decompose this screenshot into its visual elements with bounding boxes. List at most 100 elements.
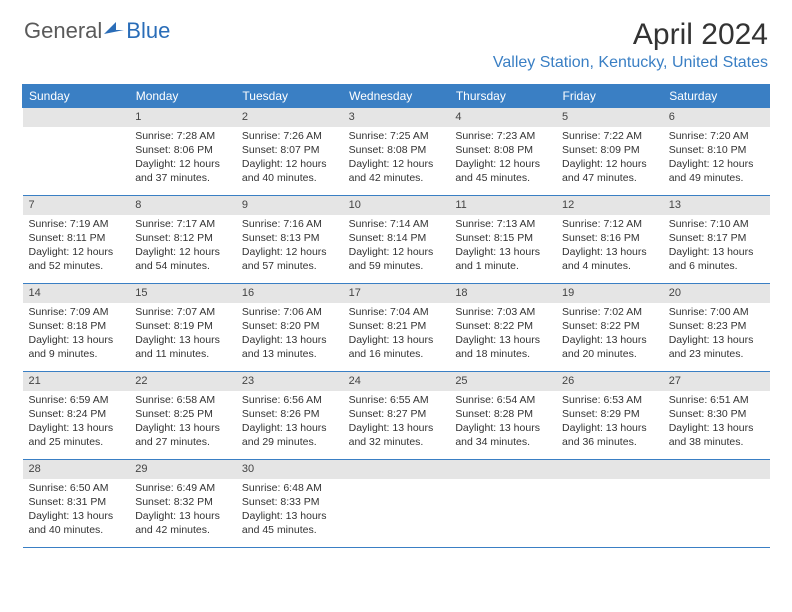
day-number: 27 [663,372,770,391]
sunset-text: Sunset: 8:12 PM [135,231,230,245]
calendar-cell: 16Sunrise: 7:06 AMSunset: 8:20 PMDayligh… [236,284,343,372]
sunset-text: Sunset: 8:25 PM [135,407,230,421]
day-number: 12 [556,196,663,215]
sunrise-text: Sunrise: 6:48 AM [242,481,337,495]
cell-body: Sunrise: 7:28 AMSunset: 8:06 PMDaylight:… [129,127,236,190]
sunrise-text: Sunrise: 6:55 AM [349,393,444,407]
sunrise-text: Sunrise: 7:16 AM [242,217,337,231]
day-number: 16 [236,284,343,303]
sunrise-text: Sunrise: 6:53 AM [562,393,657,407]
sunrise-text: Sunrise: 7:03 AM [455,305,550,319]
sunrise-text: Sunrise: 7:10 AM [669,217,764,231]
calendar-cell: 14Sunrise: 7:09 AMSunset: 8:18 PMDayligh… [23,284,130,372]
calendar-cell: 11Sunrise: 7:13 AMSunset: 8:15 PMDayligh… [449,196,556,284]
sunrise-text: Sunrise: 7:23 AM [455,129,550,143]
sunrise-text: Sunrise: 7:19 AM [29,217,124,231]
calendar-cell: 22Sunrise: 6:58 AMSunset: 8:25 PMDayligh… [129,372,236,460]
day-number [663,460,770,479]
weekday-header: Monday [129,85,236,108]
sunset-text: Sunset: 8:22 PM [562,319,657,333]
calendar-row: 28Sunrise: 6:50 AMSunset: 8:31 PMDayligh… [23,460,770,548]
day-number: 30 [236,460,343,479]
calendar-cell: 18Sunrise: 7:03 AMSunset: 8:22 PMDayligh… [449,284,556,372]
daylight-text: Daylight: 13 hours and 23 minutes. [669,333,764,361]
sunrise-text: Sunrise: 7:14 AM [349,217,444,231]
calendar-cell: 12Sunrise: 7:12 AMSunset: 8:16 PMDayligh… [556,196,663,284]
calendar-cell: 26Sunrise: 6:53 AMSunset: 8:29 PMDayligh… [556,372,663,460]
day-number: 7 [23,196,130,215]
sunset-text: Sunset: 8:07 PM [242,143,337,157]
day-number: 23 [236,372,343,391]
day-number [23,108,130,127]
daylight-text: Daylight: 13 hours and 45 minutes. [242,509,337,537]
calendar-row: 14Sunrise: 7:09 AMSunset: 8:18 PMDayligh… [23,284,770,372]
calendar-cell: 20Sunrise: 7:00 AMSunset: 8:23 PMDayligh… [663,284,770,372]
calendar-cell: 19Sunrise: 7:02 AMSunset: 8:22 PMDayligh… [556,284,663,372]
cell-body: Sunrise: 6:59 AMSunset: 8:24 PMDaylight:… [23,391,130,454]
sunset-text: Sunset: 8:15 PM [455,231,550,245]
daylight-text: Daylight: 13 hours and 4 minutes. [562,245,657,273]
calendar-cell: 27Sunrise: 6:51 AMSunset: 8:30 PMDayligh… [663,372,770,460]
cell-body: Sunrise: 7:13 AMSunset: 8:15 PMDaylight:… [449,215,556,278]
weekday-header: Saturday [663,85,770,108]
cell-body: Sunrise: 6:58 AMSunset: 8:25 PMDaylight:… [129,391,236,454]
cell-body: Sunrise: 7:17 AMSunset: 8:12 PMDaylight:… [129,215,236,278]
sunset-text: Sunset: 8:08 PM [349,143,444,157]
cell-body: Sunrise: 7:10 AMSunset: 8:17 PMDaylight:… [663,215,770,278]
sunrise-text: Sunrise: 6:56 AM [242,393,337,407]
sunset-text: Sunset: 8:14 PM [349,231,444,245]
daylight-text: Daylight: 12 hours and 54 minutes. [135,245,230,273]
daylight-text: Daylight: 13 hours and 6 minutes. [669,245,764,273]
cell-body: Sunrise: 7:26 AMSunset: 8:07 PMDaylight:… [236,127,343,190]
day-number: 18 [449,284,556,303]
day-number: 13 [663,196,770,215]
weekday-header: Sunday [23,85,130,108]
day-number: 4 [449,108,556,127]
cell-body: Sunrise: 6:56 AMSunset: 8:26 PMDaylight:… [236,391,343,454]
calendar-cell: 13Sunrise: 7:10 AMSunset: 8:17 PMDayligh… [663,196,770,284]
calendar-cell: 5Sunrise: 7:22 AMSunset: 8:09 PMDaylight… [556,108,663,196]
cell-body: Sunrise: 7:14 AMSunset: 8:14 PMDaylight:… [343,215,450,278]
day-number: 1 [129,108,236,127]
sunrise-text: Sunrise: 6:54 AM [455,393,550,407]
sunset-text: Sunset: 8:11 PM [29,231,124,245]
daylight-text: Daylight: 12 hours and 49 minutes. [669,157,764,185]
daylight-text: Daylight: 13 hours and 38 minutes. [669,421,764,449]
daylight-text: Daylight: 13 hours and 32 minutes. [349,421,444,449]
sunrise-text: Sunrise: 7:26 AM [242,129,337,143]
cell-body: Sunrise: 7:03 AMSunset: 8:22 PMDaylight:… [449,303,556,366]
daylight-text: Daylight: 13 hours and 1 minute. [455,245,550,273]
sunset-text: Sunset: 8:17 PM [669,231,764,245]
calendar-cell: 30Sunrise: 6:48 AMSunset: 8:33 PMDayligh… [236,460,343,548]
sunrise-text: Sunrise: 6:59 AM [29,393,124,407]
cell-body: Sunrise: 6:51 AMSunset: 8:30 PMDaylight:… [663,391,770,454]
calendar-cell: 3Sunrise: 7:25 AMSunset: 8:08 PMDaylight… [343,108,450,196]
daylight-text: Daylight: 13 hours and 34 minutes. [455,421,550,449]
sunset-text: Sunset: 8:23 PM [669,319,764,333]
sunrise-text: Sunrise: 7:04 AM [349,305,444,319]
cell-body: Sunrise: 7:02 AMSunset: 8:22 PMDaylight:… [556,303,663,366]
cell-body: Sunrise: 6:48 AMSunset: 8:33 PMDaylight:… [236,479,343,542]
cell-body: Sunrise: 7:25 AMSunset: 8:08 PMDaylight:… [343,127,450,190]
calendar-table: SundayMondayTuesdayWednesdayThursdayFrid… [22,84,770,548]
weekday-header: Tuesday [236,85,343,108]
sunset-text: Sunset: 8:06 PM [135,143,230,157]
cell-body: Sunrise: 7:23 AMSunset: 8:08 PMDaylight:… [449,127,556,190]
day-number: 19 [556,284,663,303]
calendar-row: 21Sunrise: 6:59 AMSunset: 8:24 PMDayligh… [23,372,770,460]
calendar-cell: 29Sunrise: 6:49 AMSunset: 8:32 PMDayligh… [129,460,236,548]
sunset-text: Sunset: 8:13 PM [242,231,337,245]
day-number: 8 [129,196,236,215]
sunset-text: Sunset: 8:08 PM [455,143,550,157]
header: General Blue April 2024 Valley Station, … [0,0,792,76]
sunset-text: Sunset: 8:24 PM [29,407,124,421]
day-number: 14 [23,284,130,303]
day-number: 6 [663,108,770,127]
sunrise-text: Sunrise: 7:06 AM [242,305,337,319]
sunrise-text: Sunrise: 7:22 AM [562,129,657,143]
weekday-header: Thursday [449,85,556,108]
title-block: April 2024 Valley Station, Kentucky, Uni… [493,18,768,72]
cell-body: Sunrise: 7:20 AMSunset: 8:10 PMDaylight:… [663,127,770,190]
cell-body: Sunrise: 6:55 AMSunset: 8:27 PMDaylight:… [343,391,450,454]
calendar-cell: 24Sunrise: 6:55 AMSunset: 8:27 PMDayligh… [343,372,450,460]
